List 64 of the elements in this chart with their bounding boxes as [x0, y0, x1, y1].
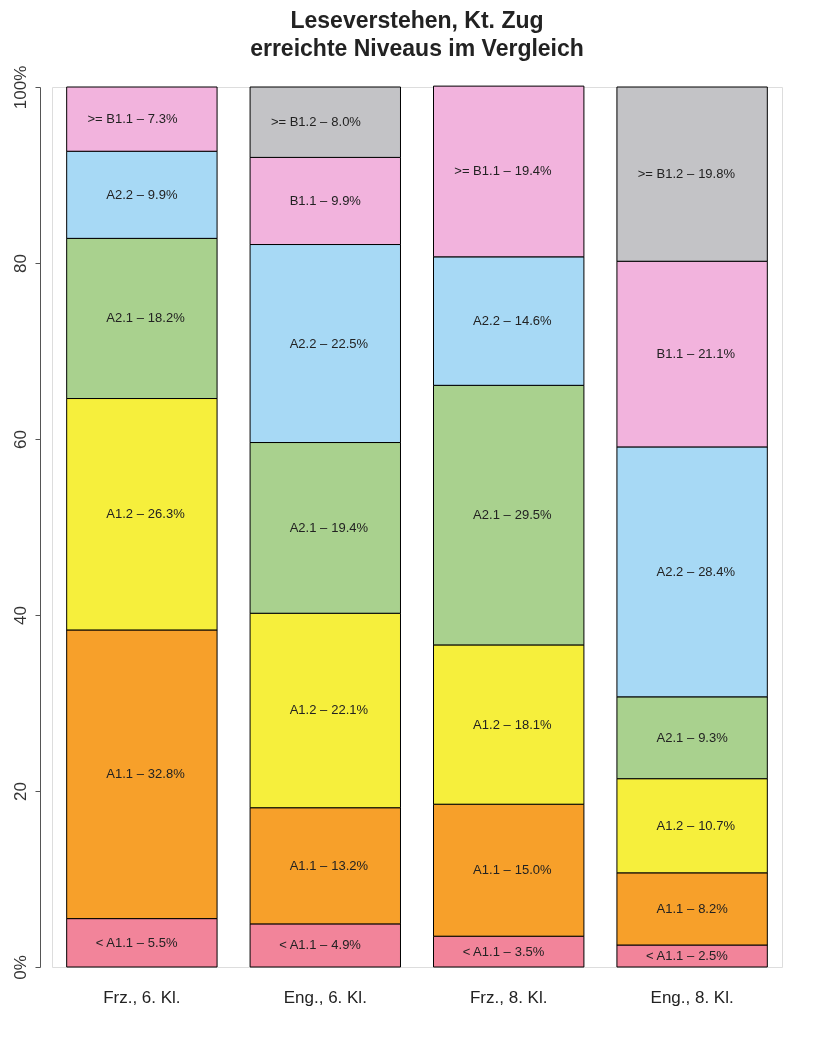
text: A1.2 –	[106, 506, 144, 522]
series-label: A1.1 –	[656, 900, 695, 916]
data-label: 5.5%	[147, 934, 178, 950]
data-label: 28.4%	[698, 563, 736, 579]
data-label: 14.6%	[514, 313, 553, 329]
data-label: 21.1%	[698, 346, 736, 362]
text: B1.1 –	[656, 346, 695, 362]
series-label: >= B1.1 –	[87, 111, 145, 127]
data-label: 2.5%	[698, 948, 729, 963]
x-tick-label: Frz., 8. Kl.	[469, 987, 548, 1007]
series-label: B1.1 –	[289, 192, 329, 208]
data-label: 19.4%	[514, 163, 553, 179]
data-label: 15.0%	[514, 862, 553, 878]
data-label: 4.9%	[331, 937, 362, 953]
data-label: 9.9%	[147, 186, 178, 202]
series-label: A1.2 –	[656, 817, 695, 833]
data-label: 19.8%	[698, 166, 736, 182]
y-tick-label: 100%	[10, 65, 30, 110]
x-tick-label: Eng., 8. Kl.	[650, 987, 734, 1007]
text: A1.1 –	[473, 862, 511, 878]
series-label: A2.2 –	[106, 186, 145, 202]
data-label: 26.3%	[147, 506, 186, 522]
text: A2.2 –	[473, 313, 511, 329]
y-tick-label: 60	[10, 430, 30, 449]
data-label: 3.5%	[514, 943, 545, 959]
text: A2.1 –	[289, 519, 328, 535]
data-label: 22.5%	[331, 335, 369, 351]
y-tick-label: 0%	[10, 955, 30, 980]
x-tick-label: Eng., 6. Kl.	[283, 987, 367, 1007]
y-tick-label: 80	[10, 254, 30, 273]
text: A1.2 –	[473, 716, 511, 732]
text: < A1.1 –	[95, 934, 144, 950]
text: >= B1.2 –	[637, 166, 695, 182]
data-label: 32.8%	[147, 766, 186, 782]
text: >= B1.1 –	[454, 163, 511, 179]
y-tick-label: 40	[10, 606, 30, 625]
y-tick-label: 20	[10, 782, 30, 801]
chart-subtitle: erreichte Niveaus im Vergleich	[250, 35, 584, 62]
text: A2.1 –	[473, 507, 511, 523]
series-label: < A1.1 –	[646, 948, 695, 963]
series-label: A2.1 –	[656, 729, 695, 745]
data-label: 8.2%	[698, 900, 729, 916]
text: A1.1 –	[289, 857, 328, 873]
text: A2.2 –	[289, 335, 328, 351]
text: A2.1 –	[106, 310, 144, 326]
data-label: 10.7%	[698, 817, 736, 833]
text: < A1.1 –	[279, 937, 328, 953]
chart-title: Leseverstehen, Kt. Zug	[290, 7, 544, 34]
data-label: 7.3%	[147, 111, 178, 127]
data-label: 22.1%	[331, 702, 369, 718]
series-label: >= B1.2 –	[270, 114, 329, 130]
data-label: 29.5%	[514, 507, 553, 523]
data-label: 9.9%	[331, 192, 362, 208]
text: A1.2 –	[289, 702, 328, 718]
data-label: 13.2%	[331, 857, 369, 873]
data-label: 18.1%	[514, 716, 553, 732]
x-tick-label: Frz., 6. Kl.	[103, 987, 181, 1007]
data-label: 9.3%	[698, 729, 729, 745]
text: A2.2 –	[656, 563, 695, 579]
data-label: 18.2%	[147, 310, 186, 326]
data-label: 19.4%	[331, 519, 369, 535]
text: A1.1 –	[106, 766, 144, 782]
text: < A1.1 –	[462, 943, 511, 959]
data-label: 8.0%	[331, 114, 362, 130]
